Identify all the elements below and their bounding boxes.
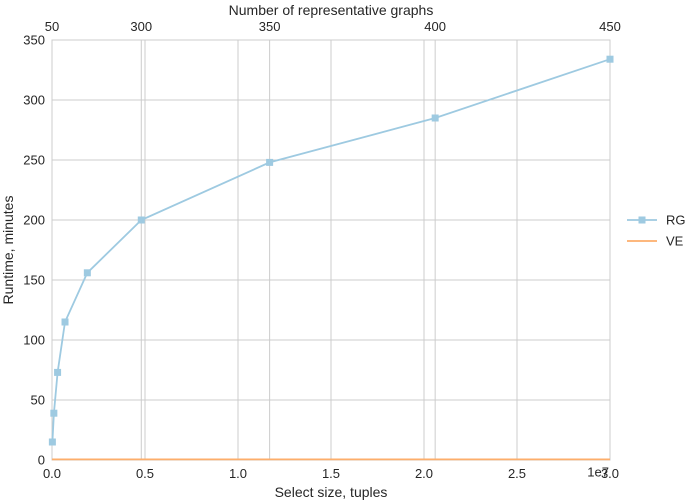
y-tick-label: 50 [31, 393, 45, 408]
y-tick-labels: 0 50 100 150 200 250 300 350 [23, 33, 45, 468]
data-point [137, 216, 145, 224]
legend-item: VE [627, 234, 684, 249]
y-tick-label: 150 [23, 273, 45, 288]
data-point [61, 318, 69, 326]
data-point [266, 158, 274, 166]
data-point [50, 409, 58, 417]
top-tick-label: 450 [599, 19, 621, 34]
top-tick-label: 350 [259, 19, 281, 34]
series-rg [48, 55, 614, 446]
legend: RG VE [627, 213, 686, 249]
top-tick-label: 400 [424, 19, 446, 34]
x-tick-label: 1.5 [322, 466, 340, 481]
legend-label: VE [666, 234, 684, 249]
data-point [54, 368, 62, 376]
data-point [83, 269, 91, 277]
x-tick-label: 3.0 [601, 466, 619, 481]
legend-marker [638, 216, 646, 224]
x-offset-label: 1e7 [587, 465, 609, 480]
x-tick-label: 0.5 [136, 466, 154, 481]
x-tick-label: 2.0 [415, 466, 433, 481]
y-tick-label: 250 [23, 153, 45, 168]
y-tick-label: 350 [23, 33, 45, 48]
top-axis-label: Number of representative graphs [229, 2, 434, 18]
x-tick-label: 2.5 [508, 466, 526, 481]
data-point [48, 438, 56, 446]
x-tick-label: 1.0 [229, 466, 247, 481]
x-tick-labels: 0.0 0.5 1.0 1.5 2.0 2.5 3.0 [43, 466, 619, 481]
series-layer [48, 55, 614, 461]
grid-lines [51, 39, 611, 461]
data-point [606, 55, 614, 63]
y-tick-label: 200 [23, 213, 45, 228]
y-tick-label: 100 [23, 333, 45, 348]
top-tick-label: 300 [130, 19, 152, 34]
data-point [431, 114, 439, 122]
y-tick-label: 0 [38, 453, 45, 468]
top-tick-labels: 50 300 350 400 450 [45, 19, 621, 34]
top-tick-label: 50 [45, 19, 59, 34]
legend-item: RG [627, 213, 686, 228]
x-axis-label: Select size, tuples [275, 484, 388, 500]
y-tick-label: 300 [23, 93, 45, 108]
y-axis-label: Runtime, minutes [0, 196, 16, 305]
x-tick-label: 0.0 [43, 466, 61, 481]
legend-label: RG [666, 213, 686, 228]
